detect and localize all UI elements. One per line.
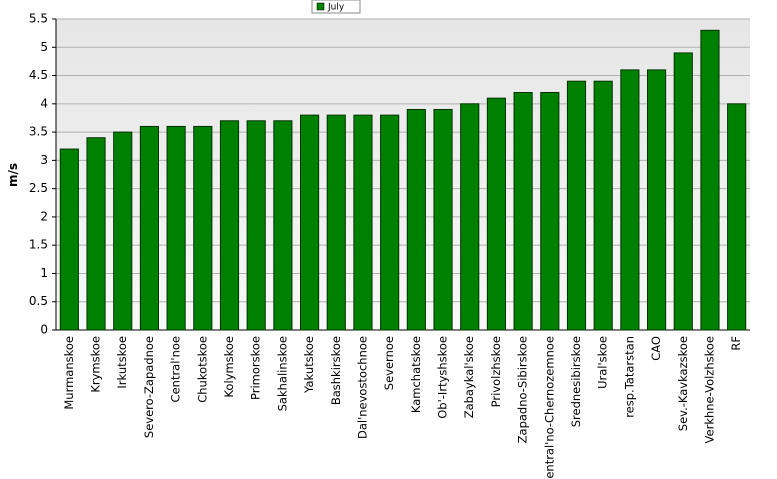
plot-area [56,19,750,330]
x-tick-label: Ob'-Irtyshskoe [436,336,450,419]
x-tick-label: Bashkirskoe [329,336,343,405]
legend-swatch [316,2,325,11]
bar [86,137,106,331]
x-tick-label: Srednesibirskoe [569,336,583,427]
x-tick-label: Verkhne-Volzhskoe [702,336,716,443]
x-tick-label: Dal'nevostochnoe [355,336,369,439]
bar [59,148,79,331]
x-tick-label: Severnoe [382,336,396,390]
x-tick-label: Yakutskoe [302,336,316,394]
y-tick-label: 2 [40,209,48,223]
x-tick-label: Privolzhskoe [489,336,503,407]
y-tick-label: 0 [40,323,48,337]
x-tick-label: Zabaykal'skoe [462,336,476,418]
bar [700,29,720,331]
bar [647,69,667,331]
x-tick-label: Murmanskoe [62,336,76,410]
bar [433,108,453,331]
x-tick-label: resp.Tatarstan [622,336,636,418]
y-axis-label: m/s [6,163,20,187]
y-tick-label: 3 [40,153,48,167]
bar [593,80,613,331]
x-tick-label: CAO [649,336,663,361]
bar [513,92,533,331]
y-tick-label: 5.5 [29,12,48,26]
y-tick-label: 1.5 [29,238,48,252]
x-tick-label: Sakhalinskoe [275,336,289,411]
bar [219,120,240,331]
x-tick-label: Severo-Zapadnoe [142,336,156,438]
x-tick-label: Kolymskoe [222,336,236,398]
legend-label: July [327,3,345,13]
y-tick-label: 1 [40,266,48,280]
x-tick-label: RF [729,336,743,351]
x-tick-label: Primorskoe [249,336,263,400]
y-tick-label: 2.5 [29,181,48,195]
bar [620,69,640,331]
x-tick-label: Chukotskoe [195,336,209,403]
bar [673,52,693,331]
bar [540,92,560,331]
legend: July [311,0,361,14]
y-tick-label: 5 [40,40,48,54]
x-tick-label: Zapadno-Sibirskoe [516,336,530,443]
x-tick-label: Kamchatskoe [409,336,423,413]
x-tick-label: Sev.-Kavkazskoe [676,336,690,431]
y-tick-label: 4.5 [29,68,48,82]
bar [166,125,186,331]
x-tick-label: Central'no-Chernozemnoe [542,336,556,479]
bar [139,125,159,331]
bar [353,114,373,331]
bar [406,108,426,331]
y-tick-label: 0.5 [29,294,48,308]
bar [380,114,400,331]
bar [193,125,213,331]
bar [566,80,587,331]
bar [460,103,480,331]
x-tick-label: Irkutskoe [115,336,129,389]
bar [486,97,506,331]
x-tick-label: Krymskoe [89,336,103,393]
x-tick-label: Central'noe [169,336,183,402]
bar [300,114,320,331]
bar [113,131,133,331]
y-tick-label: 3.5 [29,125,48,139]
bar [727,103,747,331]
bar [326,114,346,331]
x-tick-label: Ural'skoe [596,336,610,389]
bar [273,120,293,331]
y-tick-label: 4 [40,96,48,110]
bar [246,120,266,331]
